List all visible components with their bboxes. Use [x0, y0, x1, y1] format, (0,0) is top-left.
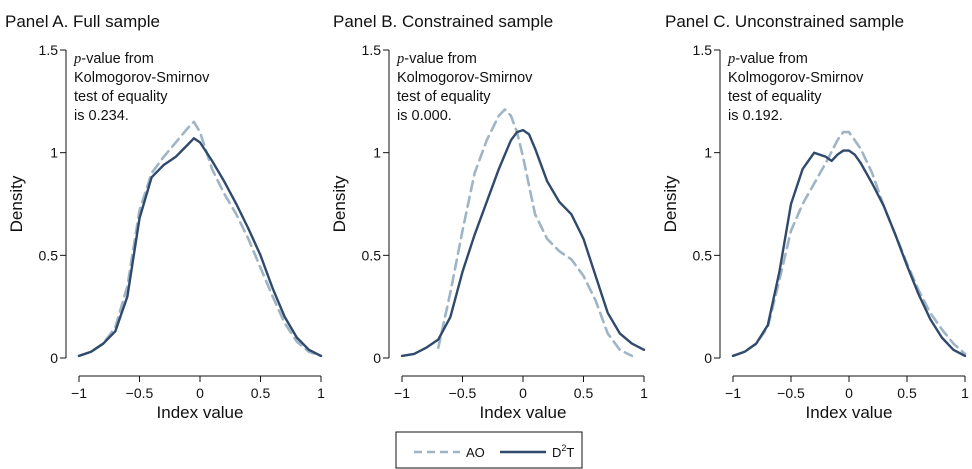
y-tick-label: 1.5 [693, 42, 713, 58]
annotation-line-3: test of equality [74, 89, 168, 105]
legend-label-ao: AO [466, 445, 485, 460]
y-tick-label: 1 [373, 145, 381, 161]
annotation-rest: -value from [404, 51, 477, 67]
series-line-d2t [77, 137, 323, 358]
x-tick-label: 0.5 [574, 385, 594, 401]
y-tick-label: 1 [50, 145, 58, 161]
y-tick-label: 0.5 [362, 247, 382, 263]
annotation-rest: -value from [81, 51, 154, 67]
x-tick-label: 0 [196, 385, 204, 401]
x-tick-label: −0.5 [449, 385, 477, 401]
x-tick-label: −0.5 [126, 385, 154, 401]
annotation-p: p [727, 51, 735, 67]
x-tick-label: 1 [961, 385, 969, 401]
annotation-line-4: is 0.234. [74, 108, 129, 124]
legend-box [395, 431, 583, 469]
legend: AO D2T [395, 431, 583, 469]
y-tick-label: 1.5 [39, 42, 59, 58]
annotation-p: p [396, 51, 404, 67]
x-axis-label: Index value [806, 403, 893, 422]
x-tick-label: −1 [71, 385, 87, 401]
panel-title: Panel C. Unconstrained sample [665, 12, 904, 31]
y-tick-label: 0 [704, 350, 712, 366]
y-tick-label: 1.5 [362, 42, 382, 58]
x-tick-label: 1 [317, 385, 325, 401]
annotation-line-1: p-value from [396, 51, 477, 67]
x-tick-label: 1 [640, 385, 648, 401]
annotation-line-2: Kolmogorov-Smirnov [728, 70, 864, 86]
annotation-line-2: Kolmogorov-Smirnov [397, 70, 533, 86]
series-line-d2t [400, 128, 646, 358]
series-line-d2t [731, 149, 967, 358]
legend-label-d: D [552, 445, 561, 460]
panel-3: Panel C. Unconstrained sample 0 0.5 1 1.5 −1 −… [661, 12, 969, 422]
annotation-line-3: test of equality [397, 89, 491, 105]
panel-title: Panel B. Constrained sample [333, 12, 553, 31]
legend-label-sup: 2 [561, 443, 566, 453]
y-axis-label: Density [330, 175, 349, 232]
panel-1: Panel A. Full sample 0 0.5 1 1.5 −1 −0.5 0 0.5 1 I… [5, 12, 325, 422]
annotation-line-4: is 0.000. [397, 108, 452, 124]
annotation-line-4: is 0.192. [728, 108, 783, 124]
y-tick-label: 0.5 [693, 247, 713, 263]
x-axis-label: Index value [480, 403, 567, 422]
annotation-line-2: Kolmogorov-Smirnov [74, 70, 210, 86]
x-tick-label: −0.5 [777, 385, 805, 401]
x-tick-label: −1 [394, 385, 410, 401]
legend-label-t: T [566, 445, 574, 460]
annotation-line-3: test of equality [728, 89, 822, 105]
series-line-ao [436, 108, 634, 358]
annotation-line-1: p-value from [727, 51, 808, 67]
panel-title: Panel A. Full sample [5, 12, 160, 31]
y-tick-label: 0.5 [39, 247, 59, 263]
y-tick-label: 1 [704, 145, 712, 161]
y-axis-label: Density [7, 175, 26, 232]
x-tick-label: 0.5 [251, 385, 271, 401]
x-tick-label: 0 [845, 385, 853, 401]
x-tick-label: 0.5 [897, 385, 917, 401]
y-tick-label: 0 [50, 350, 58, 366]
series-line-ao [77, 120, 323, 358]
legend-label-d2t: D2T [552, 443, 574, 460]
x-tick-label: 0 [519, 385, 527, 401]
annotation-rest: -value from [735, 51, 808, 67]
y-tick-label: 0 [373, 350, 381, 366]
y-axis-label: Density [661, 175, 680, 232]
panel-2: Panel B. Constrained sample 0 0.5 1 1.5 −1 −0.… [330, 12, 648, 422]
annotation-p: p [73, 51, 81, 67]
annotation-line-1: p-value from [73, 51, 154, 67]
x-tick-label: −1 [725, 385, 741, 401]
x-axis-label: Index value [157, 403, 244, 422]
